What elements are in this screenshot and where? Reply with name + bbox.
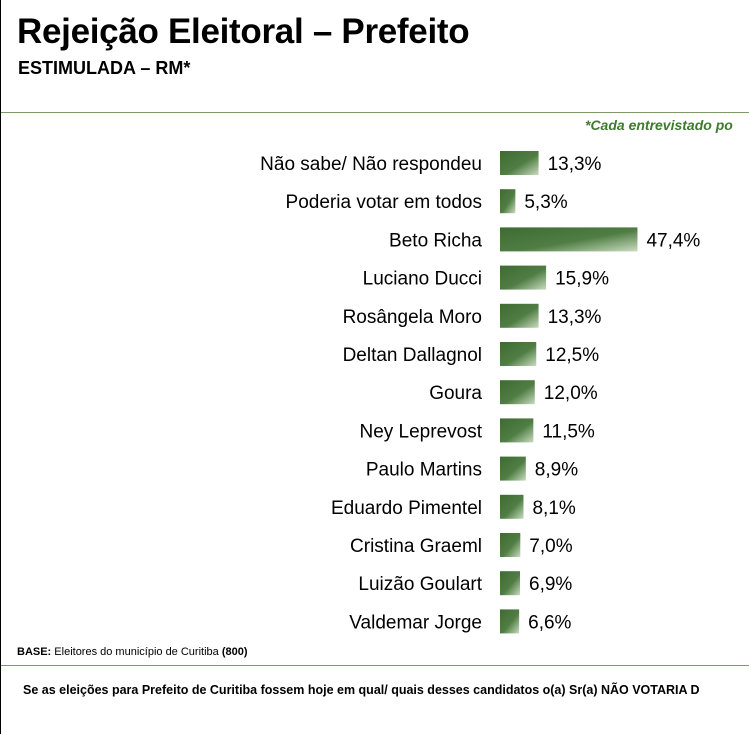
- category-label: Paulo Martins: [366, 460, 482, 481]
- bar: [500, 151, 539, 175]
- survey-question: Se as eleições para Prefeito de Curitiba…: [23, 683, 700, 697]
- bar: [500, 533, 521, 557]
- bar: [500, 571, 521, 596]
- bar: [500, 418, 534, 443]
- bar: [500, 609, 520, 634]
- category-label: Rosângela Moro: [343, 307, 482, 328]
- value-label: 11,5%: [542, 421, 595, 442]
- value-label: 13,3%: [548, 307, 602, 328]
- value-label: 8,1%: [532, 498, 575, 519]
- bar: [500, 265, 547, 290]
- category-label: Deltan Dallagnol: [343, 345, 482, 366]
- category-label: Luizão Goulart: [358, 574, 482, 595]
- value-label: 12,0%: [544, 383, 598, 404]
- category-label: Eduardo Pimentel: [331, 498, 482, 519]
- value-label: 15,9%: [555, 269, 609, 290]
- base-text: Eleitores do município de Curitiba: [51, 646, 222, 658]
- value-label: 5,3%: [524, 192, 567, 213]
- category-label: Ney Leprevost: [359, 421, 482, 442]
- page-title: Rejeição Eleitoral – Prefeito: [17, 12, 470, 51]
- bar: [500, 303, 539, 328]
- category-label: Beto Richa: [389, 230, 482, 251]
- left-border: [0, 0, 1, 734]
- bar: [500, 456, 526, 481]
- bottom-divider: [1, 665, 749, 666]
- value-label: 47,4%: [646, 230, 700, 251]
- value-label: 6,9%: [529, 574, 572, 595]
- value-label: 13,3%: [548, 154, 602, 175]
- top-divider: [1, 112, 749, 113]
- category-label: Goura: [429, 383, 482, 404]
- base-label: BASE:: [17, 646, 52, 658]
- page-subtitle: ESTIMULADA – RM*: [18, 58, 191, 78]
- category-label: Luciano Ducci: [363, 269, 482, 290]
- footnote-note: *Cada entrevistado po: [585, 117, 733, 133]
- rejection-bar-chart: Não sabe/ Não respondeu 13,3% Poderia vota…: [260, 151, 700, 634]
- category-label: Poderia votar em todos: [286, 192, 482, 213]
- bar: [500, 227, 638, 252]
- value-label: 6,6%: [528, 612, 571, 633]
- value-label: 8,9%: [535, 460, 578, 481]
- bar: [500, 494, 524, 519]
- base-count: (800): [221, 646, 248, 658]
- category-label: Não sabe/ Não respondeu: [260, 154, 482, 175]
- category-label: Cristina Graeml: [350, 536, 482, 557]
- category-label: Valdemar Jorge: [349, 612, 482, 633]
- bar: [500, 189, 516, 214]
- base-note: BASE: Eleitores do município de Curitiba…: [17, 646, 248, 658]
- value-label: 7,0%: [529, 536, 572, 557]
- bar: [500, 380, 535, 405]
- bar: [500, 342, 537, 366]
- value-label: 12,5%: [545, 345, 599, 366]
